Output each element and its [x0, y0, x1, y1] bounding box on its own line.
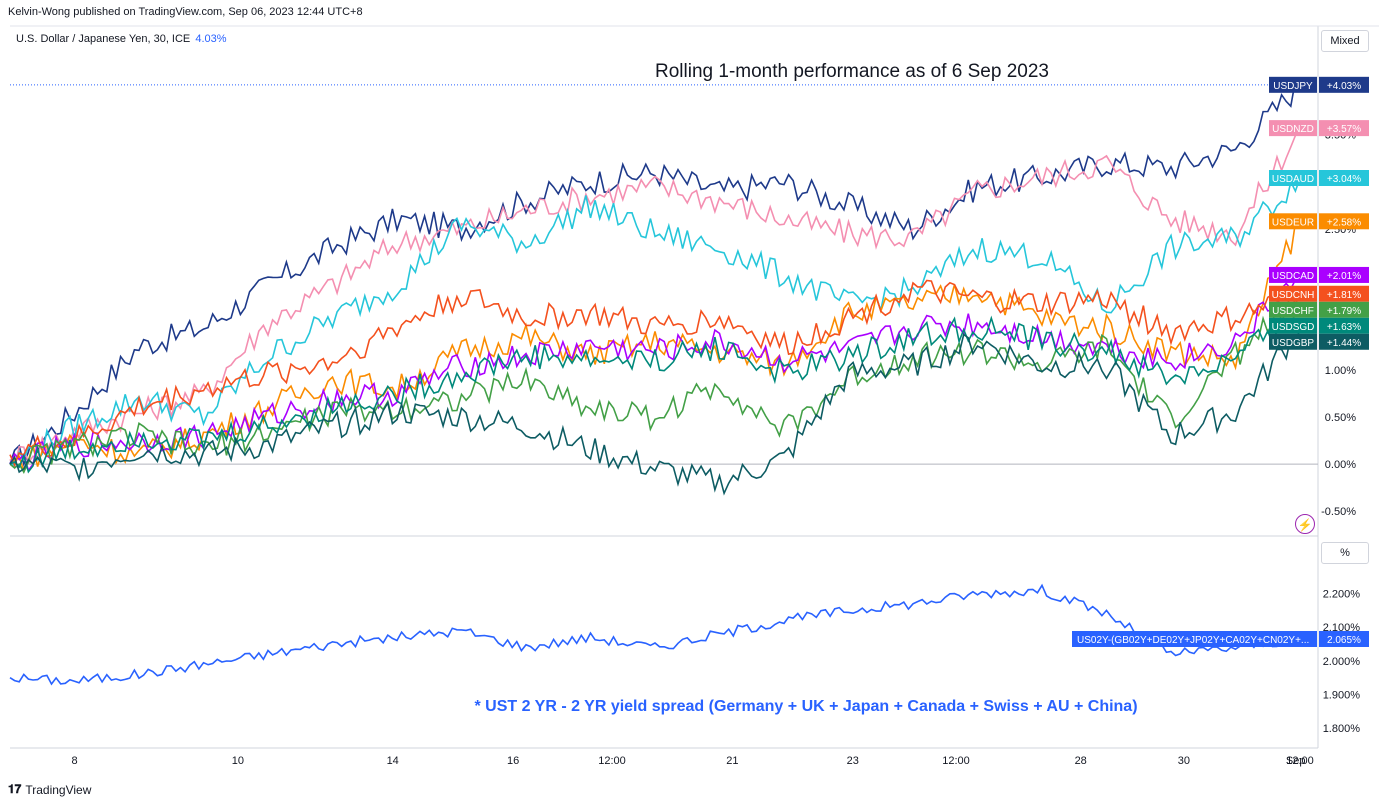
x-tick-label: 23 — [847, 755, 859, 767]
lower-chart-annotation: * UST 2 YR - 2 YR yield spread (Germany … — [474, 698, 1137, 715]
scale-mode-button[interactable]: Mixed — [1321, 30, 1369, 52]
series-line-usdjpy[interactable] — [9, 78, 1301, 467]
last-value-label-usdgbp[interactable]: USDGBP +1.44% — [1269, 333, 1369, 350]
x-tick-label: 21 — [726, 755, 738, 767]
upper-chart-title: Rolling 1-month performance as of 6 Sep … — [655, 61, 1049, 82]
last-value-label-spread[interactable]: US02Y-(GB02Y+DE02Y+JP02Y+CA02Y+CN02Y+...… — [1072, 630, 1369, 647]
lightning-icon[interactable]: ⚡ — [1295, 514, 1315, 534]
lower-y-tick-label: 2.200% — [1323, 589, 1361, 601]
series-name: USDJPY — [1273, 81, 1313, 92]
tradingview-logo-icon: 𝟏𝟕 — [8, 782, 22, 796]
series-name: USDGBP — [1272, 338, 1315, 349]
x-tick-label: 8 — [71, 755, 77, 767]
series-last-value: +1.79% — [1327, 306, 1361, 317]
last-value-label-usdsgd[interactable]: USDSGD +1.63% — [1269, 317, 1369, 334]
x-tick-label: 30 — [1178, 755, 1190, 767]
symbol-legend[interactable]: U.S. Dollar / Japanese Yen, 30, ICE 4.03… — [16, 33, 227, 45]
series-name: USDEUR — [1272, 217, 1314, 228]
series-name: USDNZD — [1272, 124, 1314, 135]
upper-y-tick-label: 1.00% — [1325, 365, 1356, 377]
series-last-value: +1.63% — [1327, 322, 1361, 333]
last-value-label-usdcnh[interactable]: USDCNH +1.81% — [1269, 285, 1369, 302]
yield-spread-line[interactable] — [9, 583, 1301, 686]
series-line-usdsgd[interactable] — [9, 310, 1301, 474]
symbol-value: 4.03% — [195, 33, 227, 45]
x-tick-label: 10 — [232, 755, 244, 767]
series-line-usdchf[interactable] — [9, 290, 1301, 474]
last-value-label-usdaud[interactable]: USDAUD +3.04% — [1269, 170, 1369, 186]
series-last-value: +3.57% — [1327, 124, 1361, 135]
series-last-value: +1.81% — [1327, 290, 1361, 301]
series-name: USDCNH — [1272, 290, 1315, 301]
series-name: USDAUD — [1272, 174, 1314, 185]
x-tick-label: 28 — [1075, 755, 1087, 767]
x-tick-label: 12:00 — [1286, 755, 1314, 767]
last-value-label-usdjpy[interactable]: USDJPY +4.03% — [1269, 76, 1369, 93]
x-tick-label: 14 — [387, 755, 399, 767]
series-last-value: +1.44% — [1327, 338, 1361, 349]
x-tick-label: 12:00 — [598, 755, 626, 767]
series-last-value: +2.01% — [1327, 271, 1361, 282]
upper-y-tick-label: 0.50% — [1325, 412, 1356, 424]
symbol-name: U.S. Dollar / Japanese Yen, 30, ICE — [16, 33, 191, 45]
series-name: USDCHF — [1272, 306, 1314, 317]
series-name: USDSGD — [1272, 322, 1315, 333]
series-last-value: +4.03% — [1327, 81, 1361, 92]
x-tick-label: 16 — [507, 755, 519, 767]
series-line-usdaud[interactable] — [9, 177, 1301, 467]
lower-unit-button[interactable]: % — [1321, 542, 1369, 564]
footer-brand: TradingView — [25, 782, 92, 797]
last-value-label-usdcad[interactable]: USDCAD +2.01% — [1269, 266, 1369, 283]
upper-y-tick-label: -0.50% — [1321, 506, 1356, 518]
last-value-label-usdnzd[interactable]: USDNZD +3.57% — [1269, 120, 1369, 137]
x-tick-label: 12:00 — [942, 755, 970, 767]
series-name: USDCAD — [1272, 271, 1314, 282]
series-last-value: +2.58% — [1327, 217, 1361, 228]
lower-y-tick-label: 2.000% — [1323, 656, 1361, 668]
series-line-usdcad[interactable] — [9, 274, 1301, 473]
series-last-value: +3.04% — [1327, 174, 1361, 185]
series-line-usdgbp[interactable] — [9, 328, 1301, 496]
last-value-label-usdeur[interactable]: USDEUR +2.58% — [1269, 213, 1369, 230]
series-line-usdeur[interactable] — [9, 220, 1301, 474]
x-tick-label: Sep — [1286, 755, 1306, 767]
footer: 𝟏𝟕 TradingView — [8, 782, 91, 797]
series-line-usdcnh[interactable] — [9, 279, 1301, 468]
last-value-label-usdchf[interactable]: USDCHF +1.79% — [1269, 301, 1369, 318]
series-name: US02Y-(GB02Y+DE02Y+JP02Y+CA02Y+CN02Y+... — [1077, 635, 1309, 646]
series-last-value: 2.065% — [1327, 635, 1361, 646]
upper-y-tick-label: 0.00% — [1325, 459, 1356, 471]
series-line-usdnzd[interactable] — [9, 127, 1301, 470]
lower-y-tick-label: 1.800% — [1323, 723, 1361, 735]
publisher-header: Kelvin-Wong published on TradingView.com… — [8, 6, 363, 18]
lower-y-tick-label: 1.900% — [1323, 690, 1361, 702]
